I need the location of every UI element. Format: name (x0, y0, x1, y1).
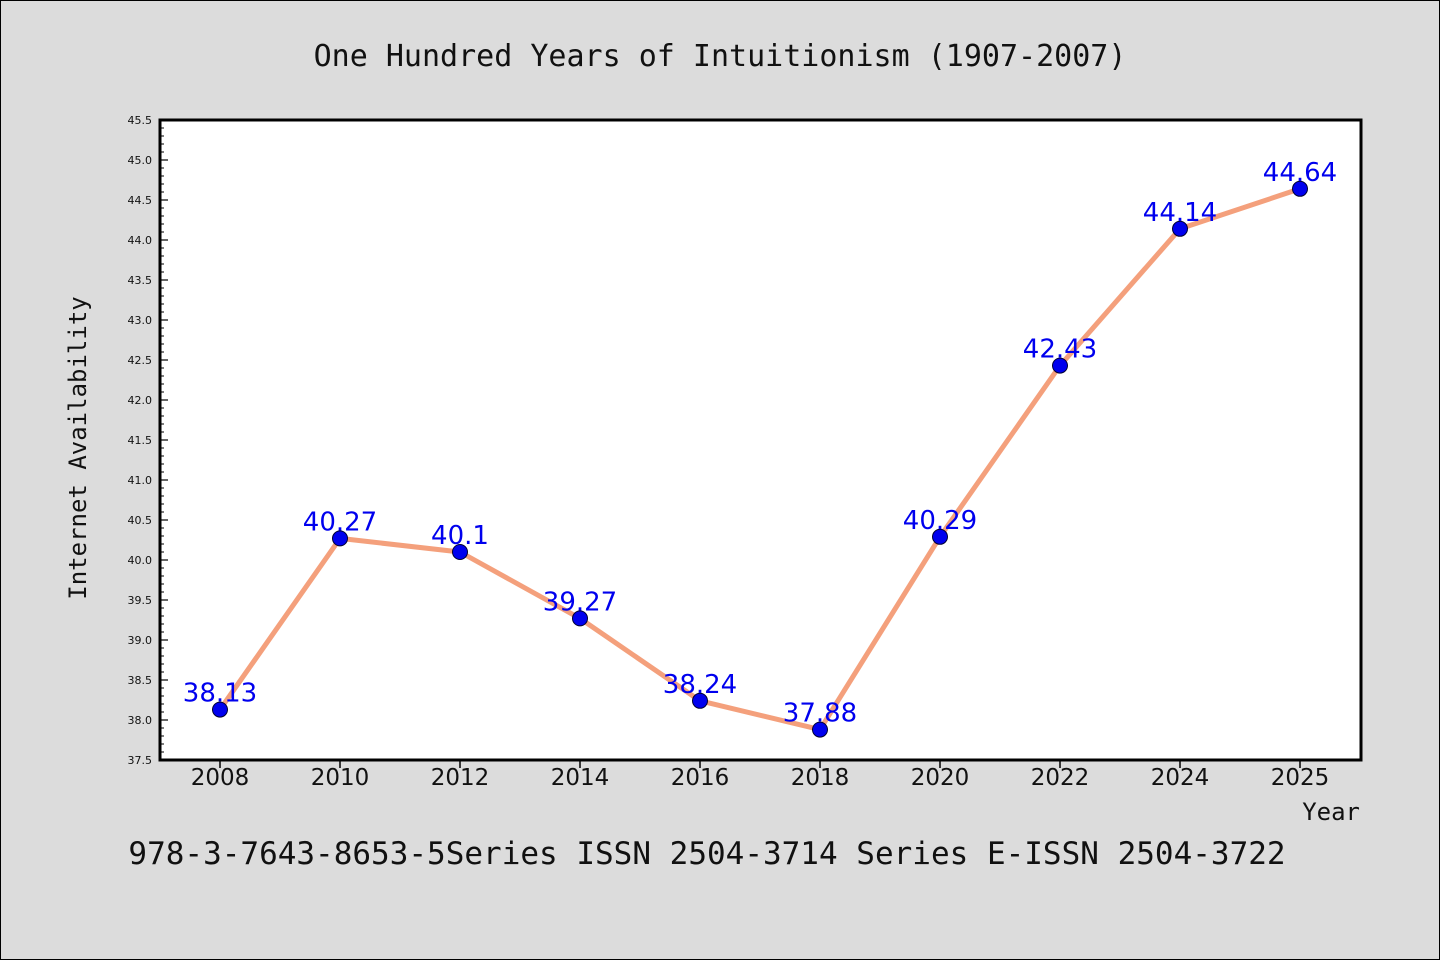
data-label: 38.24 (663, 670, 737, 700)
x-axis: 2008 2010 2012 2014 2016 2018 2020 2022 2024 2025 (191, 760, 1330, 791)
y-tick-label: 38.5 (128, 674, 153, 687)
y-tick-label: 40.0 (128, 554, 153, 567)
data-label: 39.27 (543, 587, 617, 617)
data-label: 38.13 (183, 679, 257, 709)
x-tick-label: 2020 (911, 765, 970, 791)
data-point (572, 610, 588, 627)
y-tick-label: 44.5 (128, 194, 153, 207)
x-tick-label: 2012 (431, 765, 490, 791)
y-tick-label: 43.0 (128, 314, 153, 327)
data-label: 44.64 (1263, 158, 1337, 188)
data-label: 40.29 (903, 506, 977, 536)
data-label: 37.88 (783, 699, 857, 729)
data-point (1172, 220, 1188, 237)
y-tick-label: 38.0 (128, 714, 153, 727)
y-tick-label: 42.0 (128, 394, 153, 407)
data-label: 40.27 (303, 507, 377, 537)
x-axis-title: Year (1302, 798, 1360, 826)
y-tick-label: 42.5 (128, 354, 153, 367)
data-point (212, 701, 228, 718)
data-point (452, 544, 468, 560)
series-layer (212, 180, 1308, 738)
x-tick-label: 2018 (791, 765, 850, 791)
y-axis-title: Internet Availability (64, 296, 92, 599)
x-tick-label: 2016 (671, 765, 730, 791)
y-tick-label: 44.0 (128, 234, 153, 247)
footer-isbn-text: 978-3-7643-8653-5Series ISSN 2504-3714 S… (128, 836, 1285, 872)
y-tick-label: 41.0 (128, 474, 153, 487)
y-tick-label: 43.5 (128, 274, 153, 287)
x-tick-label: 2024 (1151, 765, 1210, 791)
data-point (1292, 180, 1308, 197)
x-tick-label: 2010 (311, 765, 370, 791)
data-point (332, 530, 348, 547)
y-axis: 37.5 38.0 38.5 39.0 39.5 40.0 40.5 41.0 41.5 42.0… (128, 114, 168, 767)
data-point (932, 528, 948, 545)
chart-title: One Hundred Years of Intuitionism (1907-… (314, 39, 1127, 74)
data-label: 40.1 (431, 521, 489, 551)
series-line (217, 186, 1303, 733)
y-tick-label: 41.5 (128, 434, 153, 447)
data-labels: 38.13 40.27 40.1 39.27 38.24 37.88 40.29 42.43 4… (183, 158, 1337, 729)
x-tick-label: 2008 (191, 765, 250, 791)
y-tick-label: 39.5 (128, 594, 153, 607)
y-tick-label: 45.0 (128, 154, 153, 167)
y-tick-label: 45.5 (128, 114, 153, 127)
data-label: 44.14 (1143, 198, 1217, 228)
y-tick-label: 39.0 (128, 634, 153, 647)
y-tick-label: 40.5 (128, 514, 153, 527)
data-point (812, 721, 828, 738)
data-point (1052, 357, 1068, 374)
data-point (692, 692, 708, 709)
x-tick-label: 2022 (1031, 765, 1090, 791)
plot-area (158, 118, 1363, 762)
data-label: 42.43 (1023, 335, 1097, 365)
x-tick-label: 2014 (551, 765, 610, 791)
y-tick-label: 37.5 (128, 754, 153, 767)
x-tick-label: 2025 (1271, 765, 1330, 791)
